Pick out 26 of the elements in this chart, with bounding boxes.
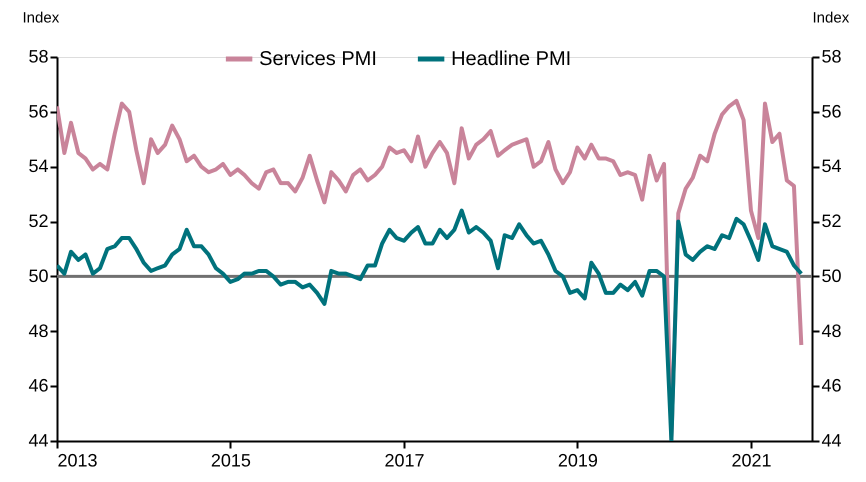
y-axis-title: Index — [22, 10, 60, 26]
x-tick-label: 2015 — [210, 450, 251, 470]
x-tick-label: 2021 — [731, 450, 772, 470]
y2-tick-label: 48 — [822, 320, 842, 341]
y2-tick-label: 46 — [822, 376, 842, 396]
legend-label: Services PMI — [259, 48, 377, 70]
x-tick-label: 2017 — [384, 450, 425, 470]
y-tick-label: 44 — [28, 430, 48, 450]
legend-label: Headline PMI — [451, 48, 572, 70]
y2-tick-label: 56 — [822, 101, 842, 122]
y2-tick-label: 50 — [822, 266, 842, 286]
x-tick-label: 2019 — [558, 450, 598, 470]
x-tick-label: 2013 — [58, 450, 98, 470]
y2-axis-title: Index — [812, 10, 850, 26]
y2-tick-label: 52 — [822, 211, 842, 232]
y-tick-label: 56 — [28, 101, 48, 122]
y-tick-label: 48 — [28, 320, 48, 341]
y-tick-label: 50 — [28, 266, 48, 286]
line-series — [57, 208, 804, 441]
y-tick-label: 52 — [28, 211, 48, 232]
y-tick-label: 54 — [28, 156, 48, 176]
y2-tick-label: 54 — [822, 156, 842, 176]
y2-tick-label: 44 — [822, 430, 842, 450]
y-tick-label: 46 — [28, 376, 48, 396]
y-tick-label: 58 — [28, 46, 48, 66]
y2-tick-label: 58 — [822, 46, 842, 66]
